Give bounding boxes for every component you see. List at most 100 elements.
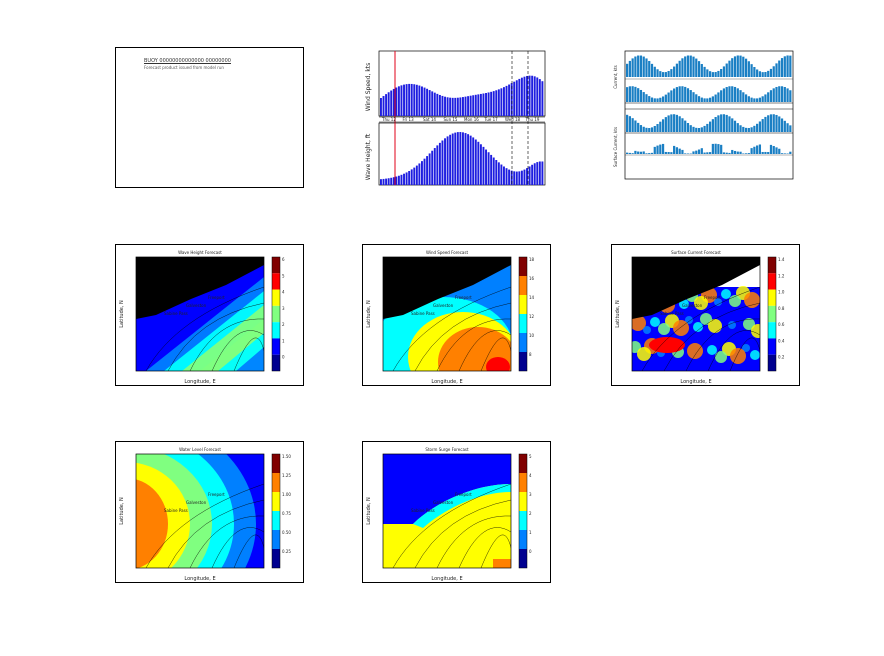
current-bar [626,87,629,102]
current-bar [670,114,673,132]
panel-subtitle-line: Forecast product issued from model run [144,65,224,70]
wind-bar [405,84,408,116]
wind-bar [392,88,395,116]
current-bar [750,127,753,132]
current-bar [769,114,773,132]
current-bar [639,125,643,132]
current-bar [692,151,695,154]
city-label: Galveston [433,500,454,505]
current-bar [686,55,690,77]
current-bar [722,88,726,102]
colorbar-segment [768,338,776,355]
contour-line [436,515,511,568]
current-bar [689,90,692,102]
current-blob [673,320,689,336]
current-bar [789,125,792,132]
current-bar [628,152,631,154]
current-bar [753,98,756,102]
city-label: Freeport [208,295,225,300]
colorbar-tick: 1.2 [778,273,785,278]
current-bar [697,149,701,154]
colorbar-tick: 0.25 [282,549,291,554]
current-bar [775,63,778,77]
multi-bar-chart: Current, kts Surface Current, kts [613,50,794,180]
current-bar [653,146,656,154]
wave-bar [503,166,505,185]
wind-bar [479,93,482,116]
contour-band [413,484,511,528]
current-bar [717,92,720,102]
wind-bar [431,91,434,116]
wave-bar [415,165,418,185]
colorbar-tick: 1.0 [778,290,785,295]
wind-bar [397,86,400,116]
current-bar [650,127,654,132]
current-bar [709,71,712,77]
wind-bar [428,90,431,116]
wave-bar [451,133,454,185]
colorbar-tick: 2 [282,322,285,327]
current-blob [700,313,712,325]
current-bar [709,97,712,102]
current-bar [684,153,687,154]
current-bar [728,152,731,154]
surface-current-map: Surface Current Forecast Sabine Pass Galve… [615,250,785,385]
colorbar-segment [768,305,776,323]
wind-bar [520,77,523,116]
current-bar [728,86,731,102]
wind-bar [518,78,521,116]
current-bar [628,86,631,102]
wind-bar [456,97,459,116]
wind-bar [390,90,393,116]
current-bar [681,149,684,154]
wave-bar [469,135,472,185]
current-bar [736,123,739,132]
current-bar [733,56,737,77]
current-bar [684,56,687,77]
current-bar [639,151,643,154]
wind-bar [485,93,487,116]
colorbar-segment [768,257,776,274]
colorbar-segment [272,354,280,371]
current-bar [750,148,753,154]
current-bar [742,153,745,154]
city-label: Sabine Pass [660,311,684,316]
current-bar [697,96,701,102]
current-bar [750,64,753,77]
current-bar [714,117,717,132]
wave-height-map: Wave Height Forecast Sabine Pass Galveston… [119,250,285,385]
wave-bar [426,156,429,185]
current-bar [670,69,673,77]
current-bar [769,90,773,102]
colorbar-tick: 0.2 [778,355,785,360]
current-bar [700,148,703,154]
current-bar [714,94,717,102]
day-label: Sat 14 [423,117,436,122]
current-bar [772,146,775,154]
contour-line [414,499,511,568]
y-axis-label: Latitude, N [119,300,125,328]
wave-bar [520,170,523,185]
current-bar [695,58,698,77]
water-level-map: Water Level Forecast Sabine Pass Galveston… [119,447,291,582]
current-bar [703,98,706,102]
wave-bar [408,171,411,185]
wave-bar [536,162,539,185]
map-title: Water Level Forecast [179,447,221,452]
current-bar [717,144,720,154]
wind-bar [515,80,518,116]
current-blob [743,318,755,330]
current-bar [659,97,662,102]
current-bar [639,55,643,77]
wind-bar [449,97,452,116]
wave-bar [492,157,495,185]
current-blob [658,323,670,335]
current-bar [742,92,745,102]
current-bar [637,55,640,77]
current-bar [659,121,662,132]
contour-band [383,454,511,524]
current-blob [729,295,741,307]
current-bar [661,72,665,77]
wind-speed-map: Wind Speed Forecast Sabine Pass GalvestonF… [366,250,535,385]
colorbar-segment [272,549,280,568]
